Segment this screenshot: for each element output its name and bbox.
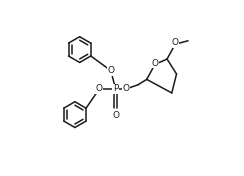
Text: O: O: [172, 38, 179, 47]
Text: O: O: [151, 59, 158, 68]
Text: O: O: [123, 84, 130, 93]
Text: P: P: [113, 84, 118, 93]
Text: O: O: [112, 111, 119, 120]
Text: O: O: [96, 84, 103, 93]
Text: O: O: [107, 66, 114, 75]
